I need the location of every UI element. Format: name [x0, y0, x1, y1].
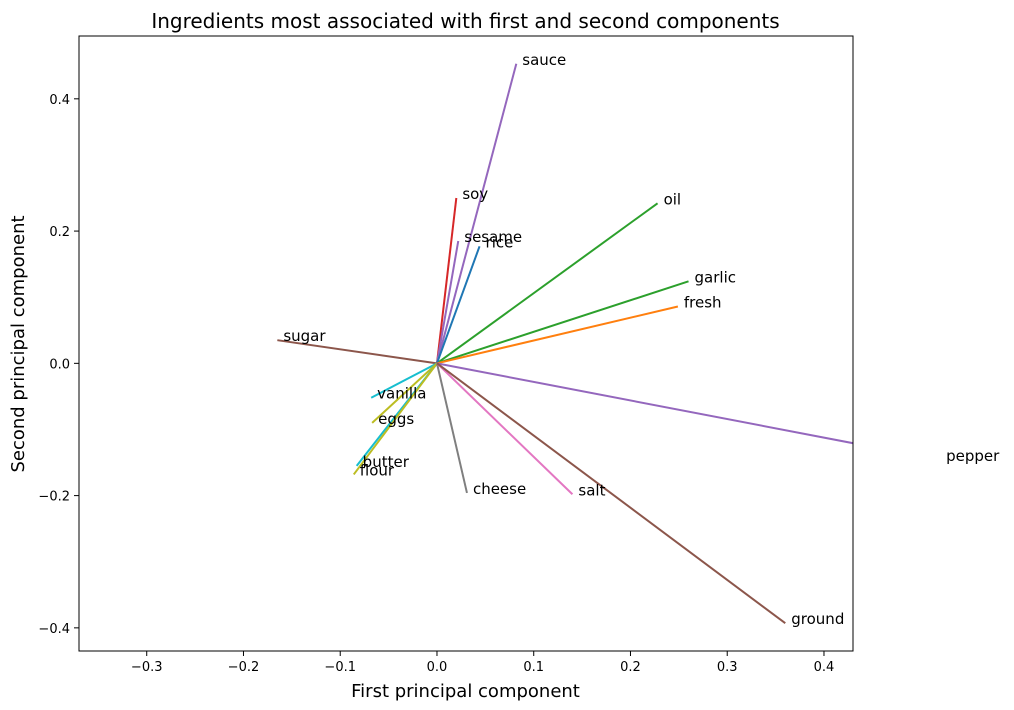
vector-label-fresh: fresh: [684, 293, 722, 311]
vector-label-eggs: eggs: [378, 410, 414, 428]
vector-layer: [277, 63, 853, 625]
x-tick-label: 0.2: [620, 660, 641, 675]
y-tick-label: −0.2: [38, 490, 70, 505]
x-axis-label: First principal component: [351, 681, 580, 702]
x-tick-label: 0.3: [717, 660, 738, 675]
vector-label-soy: soy: [462, 185, 488, 203]
x-tick-label: −0.1: [324, 660, 356, 675]
vector-label-pepper: pepper: [946, 447, 1000, 465]
vector-label-butter: butter: [363, 453, 410, 471]
vector-sesame: [435, 240, 460, 364]
vector-garlic: [436, 280, 689, 365]
y-tick-label: 0.4: [49, 93, 70, 108]
axes: −0.3 −0.2 −0.1 0.0 0.1 0.2 0.3 0.4 −0.4 −0.2 0.0 0.…: [38, 35, 854, 675]
vector-label-garlic: garlic: [695, 268, 736, 286]
vector-salt: [436, 362, 574, 495]
vector-rice: [436, 245, 481, 364]
x-tick-label: 0.1: [523, 660, 544, 675]
vector-label-cheese: cheese: [473, 480, 526, 498]
x-tick-label: 0.4: [814, 660, 835, 675]
y-tick-label: 0.2: [49, 225, 70, 240]
vector-label-flour: flour: [360, 461, 395, 479]
x-tick-label: −0.2: [228, 660, 260, 675]
vector-fresh: [436, 305, 679, 365]
vector-oil: [436, 202, 659, 365]
vector-sugar: [277, 339, 438, 365]
vector-label-sugar: sugar: [283, 327, 326, 345]
vector-sauce: [436, 63, 518, 364]
vector-label-ground: ground: [791, 610, 844, 628]
vector-label-rice: rice: [486, 233, 514, 251]
vector-ground: [436, 362, 786, 625]
y-axis-label: Second principal component: [8, 215, 29, 472]
x-tick-label: 0.0: [427, 660, 448, 675]
vector-pepper: [436, 362, 853, 445]
vector-label-vanilla: vanilla: [377, 385, 426, 403]
vector-label-salt: salt: [578, 481, 605, 499]
vector-vanilla: [370, 362, 438, 399]
vector-label-sauce: sauce: [522, 51, 566, 69]
vector-cheese: [436, 363, 468, 494]
y-tick-label: 0.0: [49, 357, 70, 372]
chart-title: Ingredients most associated with first a…: [151, 9, 779, 33]
vector-eggs: [371, 362, 438, 424]
x-tick-label: −0.3: [131, 660, 163, 675]
vector-soy: [435, 197, 458, 364]
vector-label-sesame: sesame: [464, 228, 522, 246]
plot-frame: [78, 35, 854, 652]
vector-flour: [352, 362, 438, 476]
y-tick-label: −0.4: [38, 622, 70, 637]
vector-label-oil: oil: [664, 190, 682, 208]
